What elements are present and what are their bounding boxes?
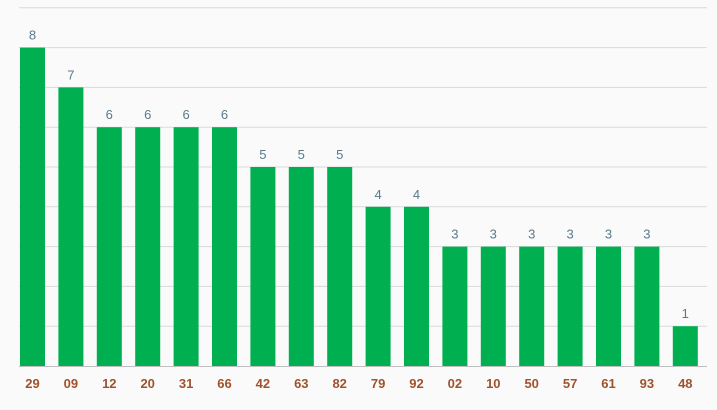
value-labels: 8 7 6 6 6 6 5 5 5 4 4 3 3 3 3 3 3 1 — [29, 28, 689, 322]
bar-79 — [365, 206, 391, 366]
bar-61 — [596, 246, 621, 366]
value-label-20: 6 — [144, 107, 151, 122]
value-label-61: 3 — [605, 227, 612, 242]
category-labels: 29 09 12 20 31 66 42 63 82 79 92 02 10 50 57 61 93 48 — [25, 376, 692, 391]
category-label-48: 48 — [678, 376, 692, 391]
value-label-09: 7 — [67, 67, 74, 82]
category-label-92: 92 — [409, 376, 423, 391]
value-label-79: 4 — [374, 187, 381, 202]
bar-82 — [327, 167, 353, 366]
category-label-20: 20 — [140, 376, 154, 391]
category-label-42: 42 — [256, 376, 270, 391]
value-label-57: 3 — [566, 227, 573, 242]
bar-42 — [250, 167, 276, 366]
bar-93 — [634, 246, 660, 366]
value-label-31: 6 — [182, 107, 189, 122]
value-label-12: 6 — [106, 107, 113, 122]
category-label-93: 93 — [640, 376, 654, 391]
category-label-79: 79 — [371, 376, 385, 391]
value-label-92: 4 — [413, 187, 420, 202]
category-label-31: 31 — [179, 376, 193, 391]
category-label-12: 12 — [102, 376, 116, 391]
category-label-61: 61 — [601, 376, 615, 391]
category-label-63: 63 — [294, 376, 308, 391]
category-label-82: 82 — [332, 376, 346, 391]
bar-12 — [96, 127, 122, 366]
gridlines — [19, 7, 707, 327]
category-label-57: 57 — [563, 376, 577, 391]
bar-92 — [404, 206, 429, 366]
category-label-10: 10 — [486, 376, 500, 391]
bars — [20, 47, 698, 367]
category-label-09: 09 — [64, 376, 78, 391]
bar-20 — [135, 127, 161, 366]
category-label-29: 29 — [25, 376, 39, 391]
bar-63 — [288, 167, 314, 366]
bar-66 — [212, 127, 237, 366]
bar-31 — [173, 127, 199, 366]
value-label-50: 3 — [528, 227, 535, 242]
bar-57 — [557, 246, 583, 366]
bar-10 — [480, 246, 506, 366]
category-label-50: 50 — [524, 376, 538, 391]
value-label-48: 1 — [682, 306, 689, 321]
bar-50 — [519, 246, 545, 366]
value-label-82: 5 — [336, 147, 343, 162]
value-label-42: 5 — [259, 147, 266, 162]
category-label-02: 02 — [448, 376, 462, 391]
value-label-29: 8 — [29, 28, 36, 43]
bar-29 — [20, 47, 45, 366]
value-label-93: 3 — [643, 227, 650, 242]
value-label-63: 5 — [298, 147, 305, 162]
value-label-66: 6 — [221, 107, 228, 122]
value-label-10: 3 — [490, 227, 497, 242]
category-label-66: 66 — [217, 376, 231, 391]
value-label-02: 3 — [451, 227, 458, 242]
bar-48 — [672, 326, 698, 366]
bar-02 — [442, 246, 468, 366]
bar-09 — [58, 87, 84, 367]
